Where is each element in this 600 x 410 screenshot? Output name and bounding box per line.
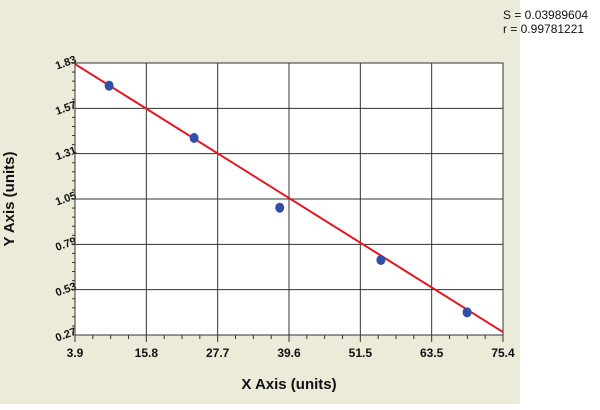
- x-tick-label: 51.5: [349, 346, 373, 360]
- x-tick-label: 15.8: [135, 346, 159, 360]
- y-tick-label: 1.83: [54, 54, 78, 73]
- x-tick-label: 75.4: [491, 346, 515, 360]
- x-tick-label: 63.5: [420, 346, 444, 360]
- fit-line: [74, 63, 504, 333]
- data-point: [376, 255, 386, 266]
- data-point: [275, 202, 285, 213]
- x-tick-label: 39.6: [277, 346, 301, 360]
- y-tick-label: 0.27: [54, 326, 78, 345]
- data-point: [189, 132, 199, 143]
- x-tick-label: 3.9: [67, 346, 84, 360]
- y-tick-label: 1.57: [54, 99, 78, 118]
- y-axis-label: Y Axis (units): [1, 151, 18, 246]
- data-point: [104, 80, 114, 91]
- stat-s: S = 0.03989604: [503, 8, 589, 22]
- y-tick-label: 0.79: [54, 235, 78, 254]
- y-tick-label: 1.31: [54, 145, 78, 164]
- plot-border: [74, 62, 504, 336]
- x-axis-label: X Axis (units): [241, 376, 336, 393]
- y-tick-label: 1.05: [54, 190, 78, 209]
- y-tick-label: 0.53: [54, 281, 78, 300]
- x-tick-label: 27.7: [206, 346, 230, 360]
- data-point: [462, 307, 472, 318]
- stat-r: r = 0.99781221: [503, 22, 585, 36]
